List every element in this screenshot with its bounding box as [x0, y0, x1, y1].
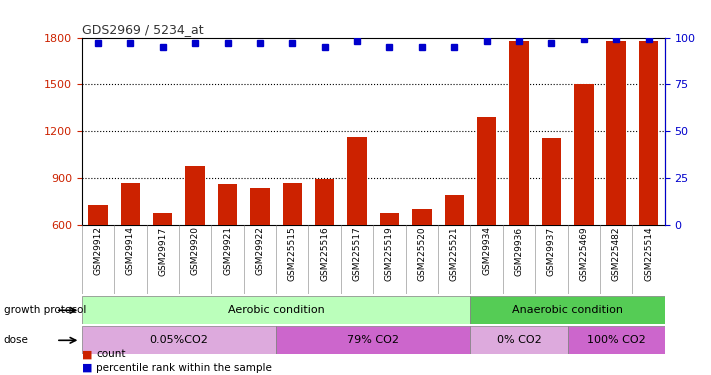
Bar [477, 117, 496, 319]
Bar [542, 138, 561, 319]
Bar [218, 184, 237, 319]
Text: count: count [96, 349, 125, 359]
Text: GSM29920: GSM29920 [191, 226, 200, 275]
Text: GSM225516: GSM225516 [320, 226, 329, 281]
Bar [250, 188, 269, 319]
Bar [282, 183, 302, 319]
Bar [574, 84, 594, 319]
Text: GSM29934: GSM29934 [482, 226, 491, 275]
Text: GSM225519: GSM225519 [385, 226, 394, 281]
Bar [471, 326, 567, 354]
Bar [82, 326, 276, 354]
Text: GSM225517: GSM225517 [353, 226, 362, 281]
Text: GSM29936: GSM29936 [515, 226, 523, 276]
Text: percentile rank within the sample: percentile rank within the sample [96, 363, 272, 373]
Bar [567, 326, 665, 354]
Text: GSM29914: GSM29914 [126, 226, 135, 275]
Bar [315, 179, 334, 319]
Bar [153, 213, 173, 319]
Text: ■: ■ [82, 349, 92, 359]
Bar [82, 296, 471, 324]
Text: GSM225514: GSM225514 [644, 226, 653, 281]
Bar [509, 40, 529, 319]
Bar [88, 205, 107, 319]
Bar [121, 183, 140, 319]
Text: GSM29921: GSM29921 [223, 226, 232, 275]
Text: GSM29917: GSM29917 [159, 226, 167, 276]
Text: GSM29912: GSM29912 [93, 226, 102, 275]
Text: dose: dose [4, 335, 28, 345]
Text: Aerobic condition: Aerobic condition [228, 305, 324, 315]
Bar [471, 296, 665, 324]
Bar [380, 213, 399, 319]
Text: 100% CO2: 100% CO2 [587, 335, 646, 345]
Text: ■: ■ [82, 363, 92, 373]
Text: 0% CO2: 0% CO2 [497, 335, 541, 345]
Bar [444, 195, 464, 319]
Text: GSM225482: GSM225482 [611, 226, 621, 281]
Text: GSM225521: GSM225521 [450, 226, 459, 281]
Text: GSM29922: GSM29922 [255, 226, 264, 275]
Text: growth protocol: growth protocol [4, 305, 86, 315]
Bar [606, 40, 626, 319]
Text: 0.05%CO2: 0.05%CO2 [149, 335, 208, 345]
Text: Anaerobic condition: Anaerobic condition [512, 305, 623, 315]
Bar [186, 166, 205, 319]
Text: GSM225520: GSM225520 [417, 226, 427, 281]
Bar [348, 137, 367, 319]
Text: GSM29937: GSM29937 [547, 226, 556, 276]
Bar [412, 209, 432, 319]
Text: GSM225515: GSM225515 [288, 226, 296, 281]
Text: GDS2969 / 5234_at: GDS2969 / 5234_at [82, 23, 203, 36]
Bar [276, 326, 471, 354]
Bar [639, 40, 658, 319]
Text: GSM225469: GSM225469 [579, 226, 588, 281]
Text: 79% CO2: 79% CO2 [347, 335, 400, 345]
